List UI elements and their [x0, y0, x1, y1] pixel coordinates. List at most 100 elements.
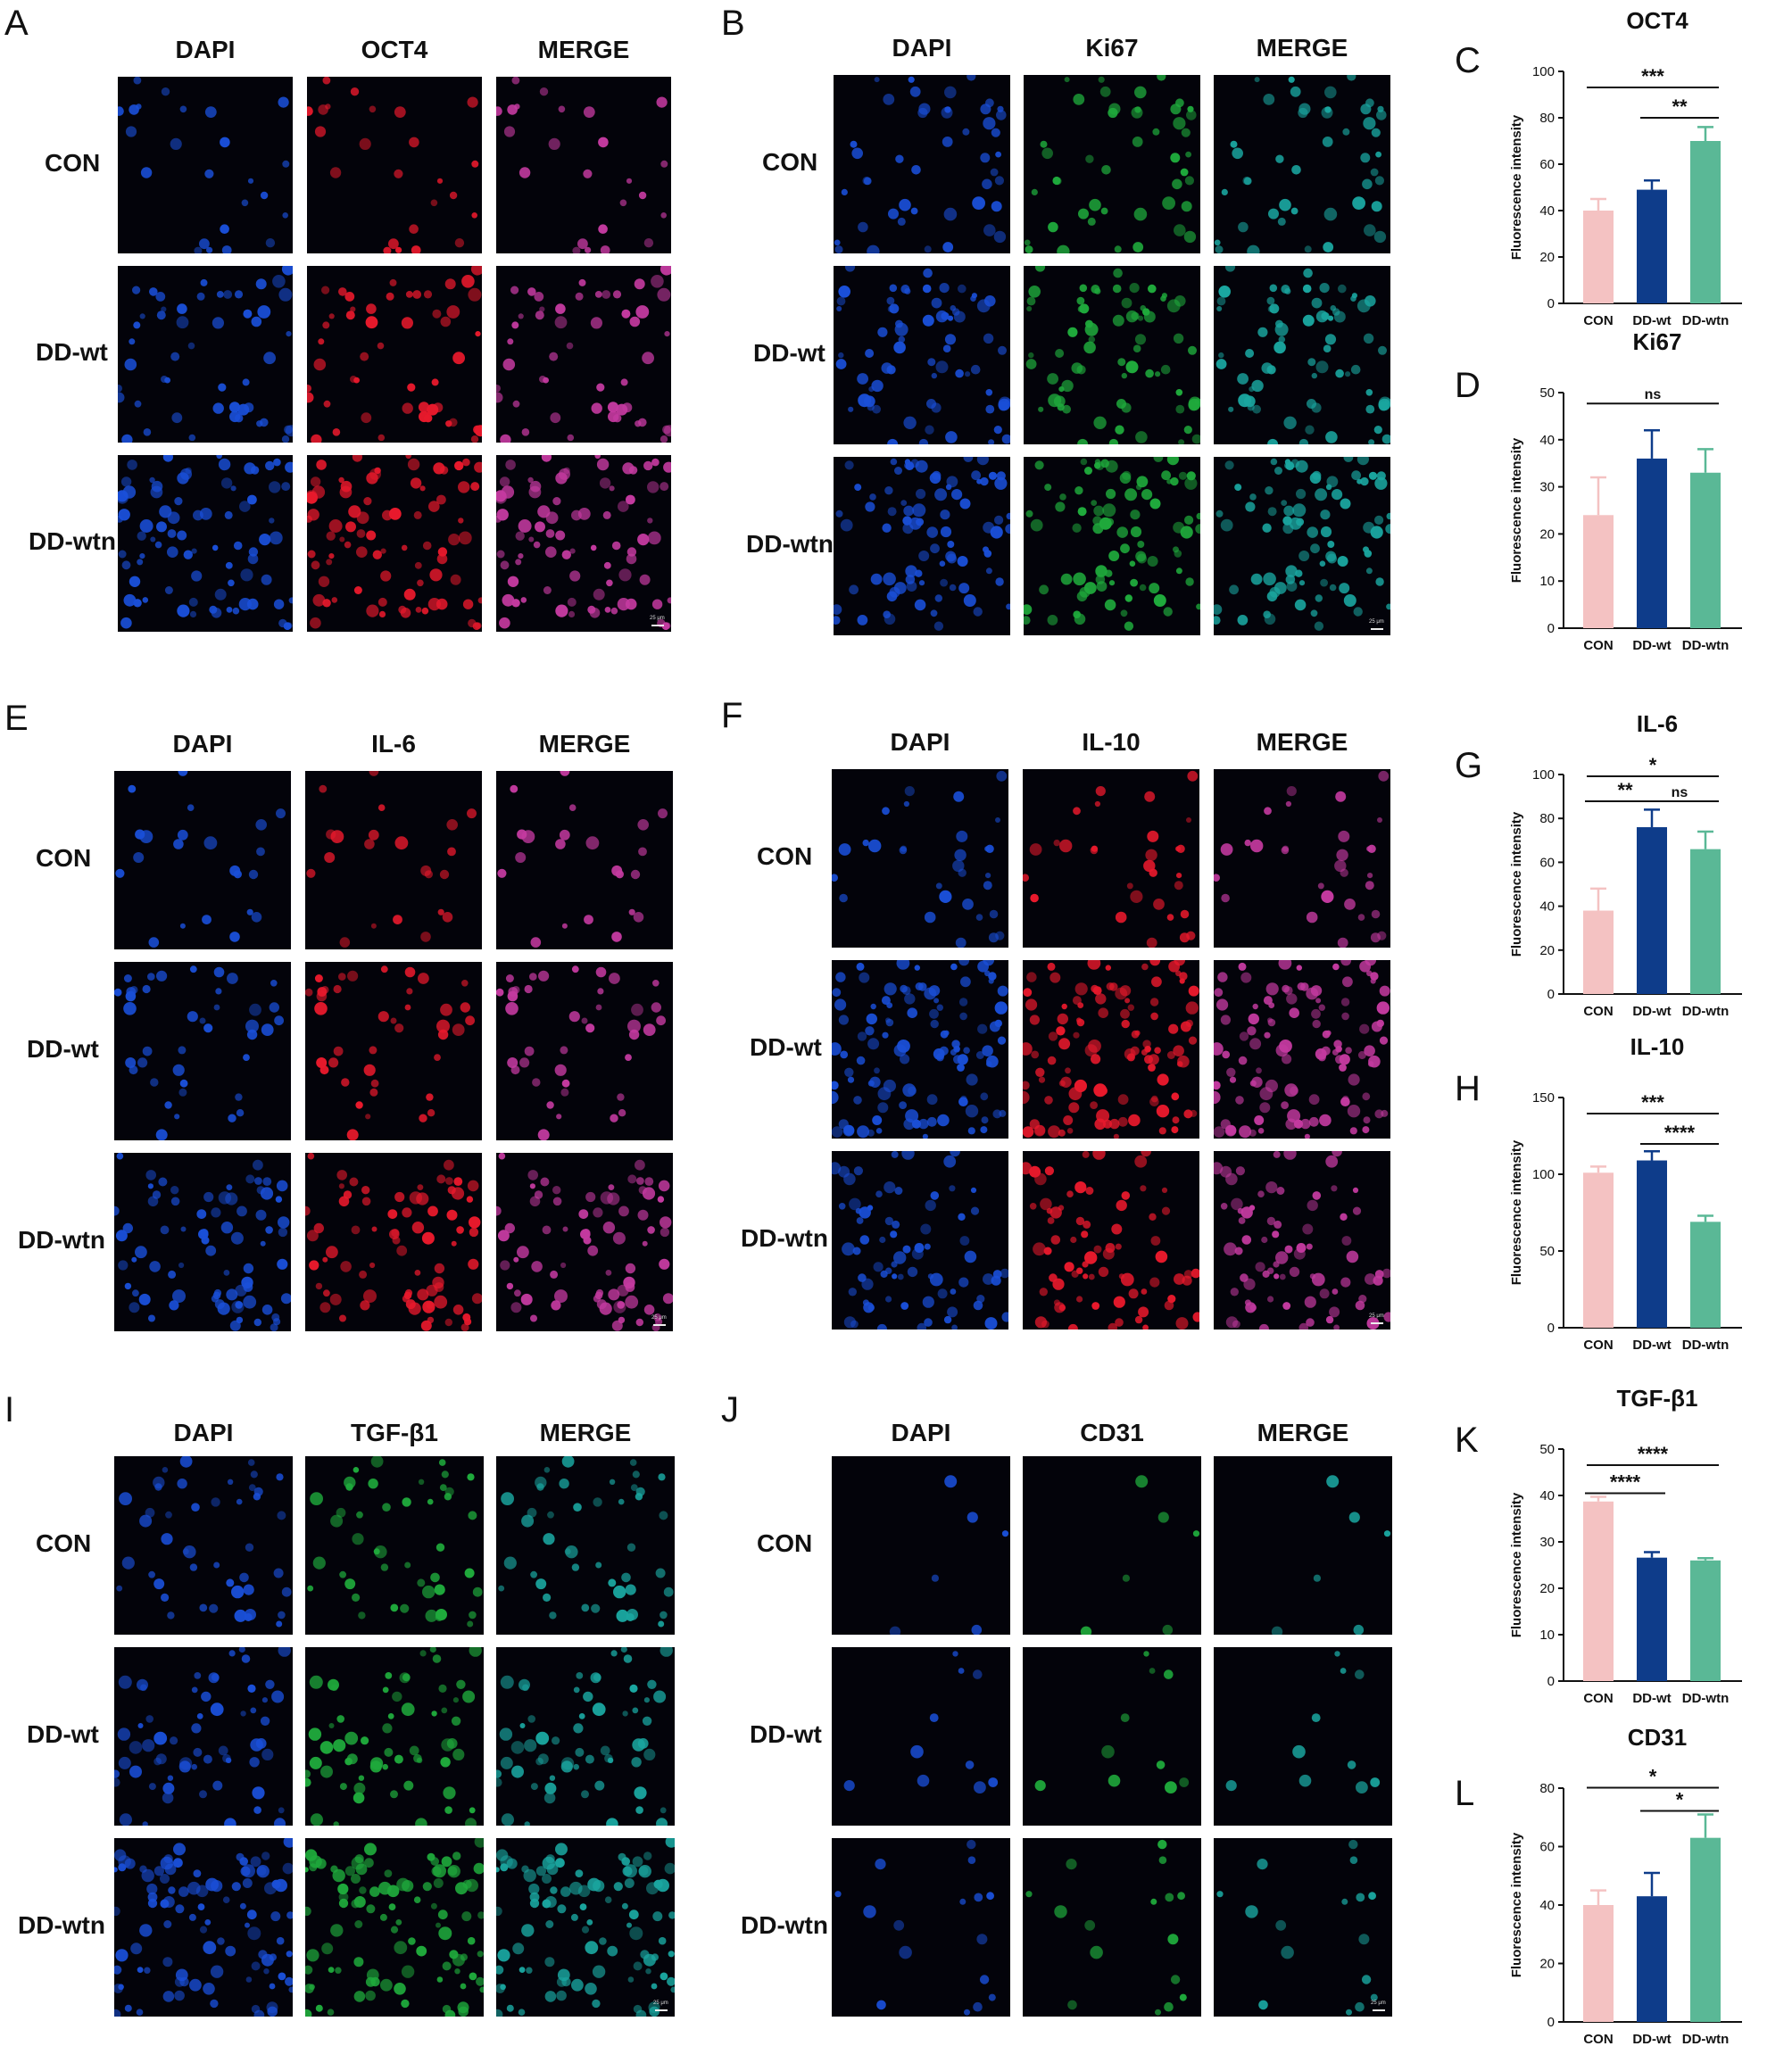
cell-nucleus: [515, 852, 527, 863]
cell-nucleus: [114, 988, 122, 997]
cell-nucleus: [1076, 1017, 1082, 1023]
cell-nucleus: [1235, 1096, 1244, 1105]
cell-nucleus: [1165, 1893, 1174, 1902]
cell-nucleus: [1134, 86, 1147, 99]
cell-nucleus: [1196, 603, 1200, 610]
cell-nucleus: [527, 287, 536, 296]
cell-nucleus: [420, 1320, 432, 1331]
cell-nucleus: [124, 2004, 132, 2012]
cell-nucleus: [469, 1216, 481, 1229]
cell-nucleus: [1089, 198, 1101, 211]
cell-nucleus: [1053, 395, 1066, 408]
cell-nucleus: [895, 154, 904, 163]
cell-nucleus: [1120, 1272, 1134, 1287]
panel-letter: E: [4, 699, 29, 738]
cell-nucleus: [1319, 283, 1330, 294]
cell-nucleus: [118, 385, 122, 393]
cell-nucleus: [1340, 1668, 1347, 1674]
cell-nucleus: [840, 1050, 849, 1059]
cell-nucleus: [560, 771, 570, 776]
cell-nucleus: [561, 1079, 570, 1088]
cell-nucleus: [929, 1272, 943, 1287]
cell-nucleus: [139, 830, 153, 843]
cell-nucleus: [632, 1470, 640, 1479]
cell-nucleus: [1363, 117, 1376, 130]
cell-nucleus: [598, 224, 608, 234]
cell-nucleus: [608, 1578, 617, 1587]
cell-nucleus: [993, 230, 1007, 244]
cell-nucleus: [248, 547, 259, 557]
cell-nucleus: [196, 1713, 203, 1719]
cell-nucleus: [1214, 1042, 1224, 1056]
cell-nucleus: [1186, 817, 1191, 823]
cell-nucleus: [1370, 972, 1379, 981]
cell-nucleus: [832, 1162, 842, 1175]
cell-nucleus: [996, 471, 1006, 481]
cell-nucleus: [497, 1230, 510, 1242]
cell-nucleus: [884, 1181, 896, 1194]
cell-nucleus: [555, 839, 566, 849]
cell-nucleus: [1284, 1245, 1293, 1254]
cell-nucleus: [247, 494, 257, 505]
cell-nucleus: [634, 278, 645, 290]
cell-nucleus: [1174, 881, 1183, 891]
cell-nucleus: [310, 1813, 323, 1826]
cell-nucleus: [369, 1262, 376, 1269]
cell-nucleus: [530, 1314, 537, 1322]
cell-nucleus: [156, 311, 166, 320]
cell-nucleus: [517, 1246, 529, 1259]
cell-nucleus: [1283, 986, 1293, 995]
cell-nucleus: [276, 1620, 283, 1628]
cell-nucleus: [1144, 1046, 1151, 1053]
cell-nucleus: [832, 1042, 842, 1056]
cell-nucleus: [1000, 1268, 1008, 1279]
cell-nucleus: [423, 290, 433, 299]
cell-nucleus: [612, 290, 622, 299]
cell-nucleus: [328, 1723, 335, 1728]
cell-nucleus: [1311, 372, 1317, 379]
micrograph-dapi-dd-wt: [118, 266, 293, 443]
cell-nucleus: [282, 160, 290, 168]
y-axis-label: Fluorescence intensity: [1509, 1832, 1524, 1977]
cell-nucleus: [1061, 379, 1074, 393]
cell-nucleus: [469, 1807, 476, 1814]
cell-nucleus: [265, 460, 275, 471]
cell-nucleus: [359, 137, 371, 150]
cell-nucleus: [926, 399, 936, 409]
cell-nucleus: [506, 2004, 514, 2012]
cell-nucleus: [118, 106, 124, 116]
cell-nucleus: [358, 1611, 366, 1620]
cell-nucleus: [1257, 1859, 1268, 1870]
cell-nucleus: [1175, 1317, 1189, 1330]
cell-nucleus: [114, 1769, 120, 1778]
cell-nucleus: [897, 1040, 910, 1053]
cell-nucleus: [203, 1983, 215, 1995]
cell-nucleus: [225, 561, 233, 569]
cell-nucleus: [1113, 1296, 1125, 1308]
cell-nucleus: [612, 1231, 626, 1245]
cell-nucleus: [973, 607, 983, 617]
cell-nucleus: [1275, 1251, 1289, 1264]
cell-nucleus: [332, 428, 341, 436]
cell-nucleus: [245, 1019, 259, 1033]
cell-nucleus: [1214, 1081, 1221, 1090]
cell-nucleus: [958, 284, 967, 294]
cell-nucleus: [618, 501, 629, 512]
cell-nucleus: [419, 1650, 427, 1657]
cell-nucleus: [1365, 98, 1374, 108]
cell-nucleus: [387, 1713, 394, 1719]
cell-nucleus: [452, 1023, 465, 1036]
cell-nucleus: [361, 412, 372, 424]
cell-nucleus: [380, 965, 388, 973]
cell-nucleus: [175, 1904, 185, 1914]
cell-nucleus: [1174, 295, 1186, 307]
cell-nucleus: [958, 1277, 969, 1288]
cell-nucleus: [1156, 1760, 1166, 1769]
cell-nucleus: [231, 1585, 245, 1599]
cell-nucleus: [620, 1647, 627, 1653]
cell-nucleus: [432, 309, 442, 319]
cell-nucleus: [377, 434, 386, 442]
cell-nucleus: [167, 529, 177, 538]
cell-nucleus: [214, 1299, 225, 1310]
cell-nucleus: [859, 1235, 870, 1245]
